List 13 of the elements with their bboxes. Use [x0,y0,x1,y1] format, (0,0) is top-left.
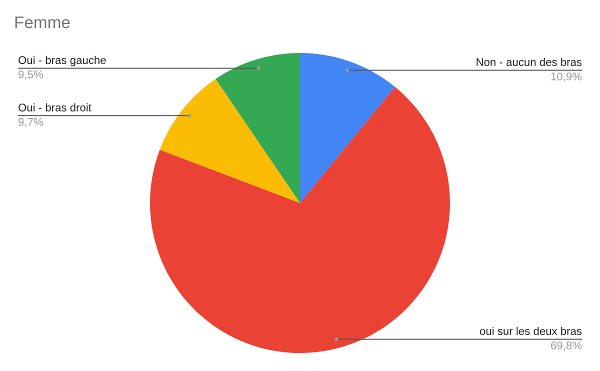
pie-slice [216,53,300,203]
data-label: 69,8% [551,342,582,351]
slice-label: oui sur les deux bras [480,326,582,336]
slice-label: Oui - bras gauche [18,56,106,66]
slice-label: Oui - bras droit [18,103,92,112]
pie-slice [300,53,395,203]
data-label: 9,7% [18,118,43,128]
data-label: 10,9% [551,72,582,82]
pie-slice [160,78,300,203]
slice-label: Non - aucun des bras [476,58,582,66]
pie-slice [150,86,450,353]
data-label: 9,5% [18,70,43,80]
chart-title: Femme [15,16,70,28]
